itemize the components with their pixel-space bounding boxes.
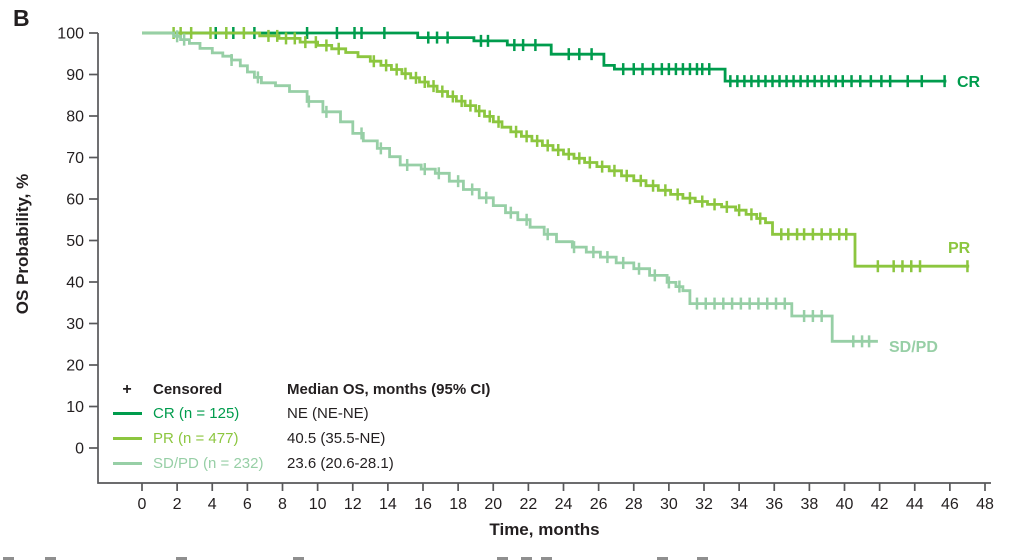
x-tick-label: 0 <box>138 496 147 513</box>
x-tick-label: 16 <box>414 496 432 513</box>
curve-label-cr: CR <box>957 74 981 91</box>
y-tick-label: 10 <box>66 399 84 416</box>
y-tick-label: 100 <box>57 26 84 43</box>
x-tick-label: 38 <box>800 496 818 513</box>
legend-header-row: + Censored Median OS, months (95% CI) <box>112 378 490 401</box>
legend-label-pr: PR (n = 477) <box>153 430 239 447</box>
clipped-text-fragment <box>293 557 304 560</box>
x-tick-label: 34 <box>730 496 748 513</box>
legend-row-sdpd: SD/PD (n = 232) 23.6 (20.6-28.1) <box>112 451 490 476</box>
sdpd-swatch <box>113 462 142 465</box>
y-axis: 0 10 20 30 40 50 60 70 80 90 100 <box>57 26 98 458</box>
x-axis: 0 2 4 6 8 10 12 14 16 18 20 22 24 26 28 30 32 34 36 38 40 42 4… <box>138 483 994 513</box>
clipped-text-fragment <box>657 557 668 560</box>
x-tick-label: 30 <box>660 496 678 513</box>
legend-censored-label: Censored <box>153 381 223 398</box>
cr-swatch <box>113 412 142 415</box>
panel-label: B <box>13 5 30 31</box>
x-tick-label: 40 <box>836 496 854 513</box>
censored-plus-icon: + <box>122 380 132 398</box>
curve-pr <box>142 31 970 268</box>
y-tick-label: 0 <box>75 441 84 458</box>
y-tick-label: 30 <box>66 316 84 333</box>
x-tick-label: 18 <box>449 496 467 513</box>
y-tick-label: 90 <box>66 67 84 84</box>
legend-median-cr: NE (NE-NE) <box>287 405 369 422</box>
y-tick-label: 40 <box>66 275 84 292</box>
y-tick-label: 80 <box>66 109 84 126</box>
censor-marks-cr <box>214 27 946 88</box>
x-tick-label: 12 <box>344 496 362 513</box>
legend-row-pr: PR (n = 477) 40.5 (35.5-NE) <box>112 426 490 451</box>
clipped-text-fragment <box>697 557 708 560</box>
clipped-text-fragment <box>176 557 187 560</box>
clipped-text-fragment <box>3 557 14 560</box>
x-tick-label: 26 <box>590 496 608 513</box>
clipped-text-fragment <box>45 557 56 560</box>
y-tick-label: 20 <box>66 358 84 375</box>
x-tick-label: 42 <box>871 496 889 513</box>
x-tick-label: 36 <box>765 496 783 513</box>
legend-label-sdpd: SD/PD (n = 232) <box>153 455 264 472</box>
x-tick-label: 24 <box>555 496 573 513</box>
censor-marks-sd-pd <box>175 30 871 348</box>
x-axis-title: Time, months <box>489 520 600 539</box>
legend-row-cr: CR (n = 125) NE (NE-NE) <box>112 401 490 426</box>
curve-cr <box>142 31 947 83</box>
pr-swatch <box>113 437 142 440</box>
y-tick-label: 60 <box>66 192 84 209</box>
x-tick-label: 2 <box>173 496 182 513</box>
x-tick-label: 46 <box>941 496 959 513</box>
clipped-text-fragment <box>541 557 552 560</box>
censor-marks-pr <box>172 27 969 273</box>
clipped-text-fragment <box>521 557 532 560</box>
x-tick-label: 14 <box>379 496 397 513</box>
x-tick-label: 48 <box>976 496 994 513</box>
x-tick-label: 20 <box>484 496 502 513</box>
x-tick-label: 10 <box>309 496 327 513</box>
y-tick-label: 50 <box>66 233 84 250</box>
x-tick-label: 6 <box>243 496 252 513</box>
x-tick-label: 22 <box>519 496 537 513</box>
legend-median-pr: 40.5 (35.5-NE) <box>287 430 386 447</box>
x-tick-label: 44 <box>906 496 924 513</box>
x-tick-label: 4 <box>208 496 217 513</box>
curve-label-pr: PR <box>948 240 971 257</box>
legend-median-header: Median OS, months (95% CI) <box>287 381 491 398</box>
clipped-text-fragment <box>497 557 508 560</box>
legend: + Censored Median OS, months (95% CI) CR… <box>112 378 490 476</box>
x-tick-label: 32 <box>695 496 713 513</box>
x-tick-label: 8 <box>278 496 287 513</box>
y-tick-label: 70 <box>66 150 84 167</box>
curve-label-sd-pd: SD/PD <box>889 339 938 356</box>
axis-spines <box>97 33 991 484</box>
curve-sd-pd <box>142 31 878 343</box>
legend-label-cr: CR (n = 125) <box>153 405 240 422</box>
x-tick-label: 28 <box>625 496 643 513</box>
legend-median-sdpd: 23.6 (20.6-28.1) <box>287 455 394 472</box>
